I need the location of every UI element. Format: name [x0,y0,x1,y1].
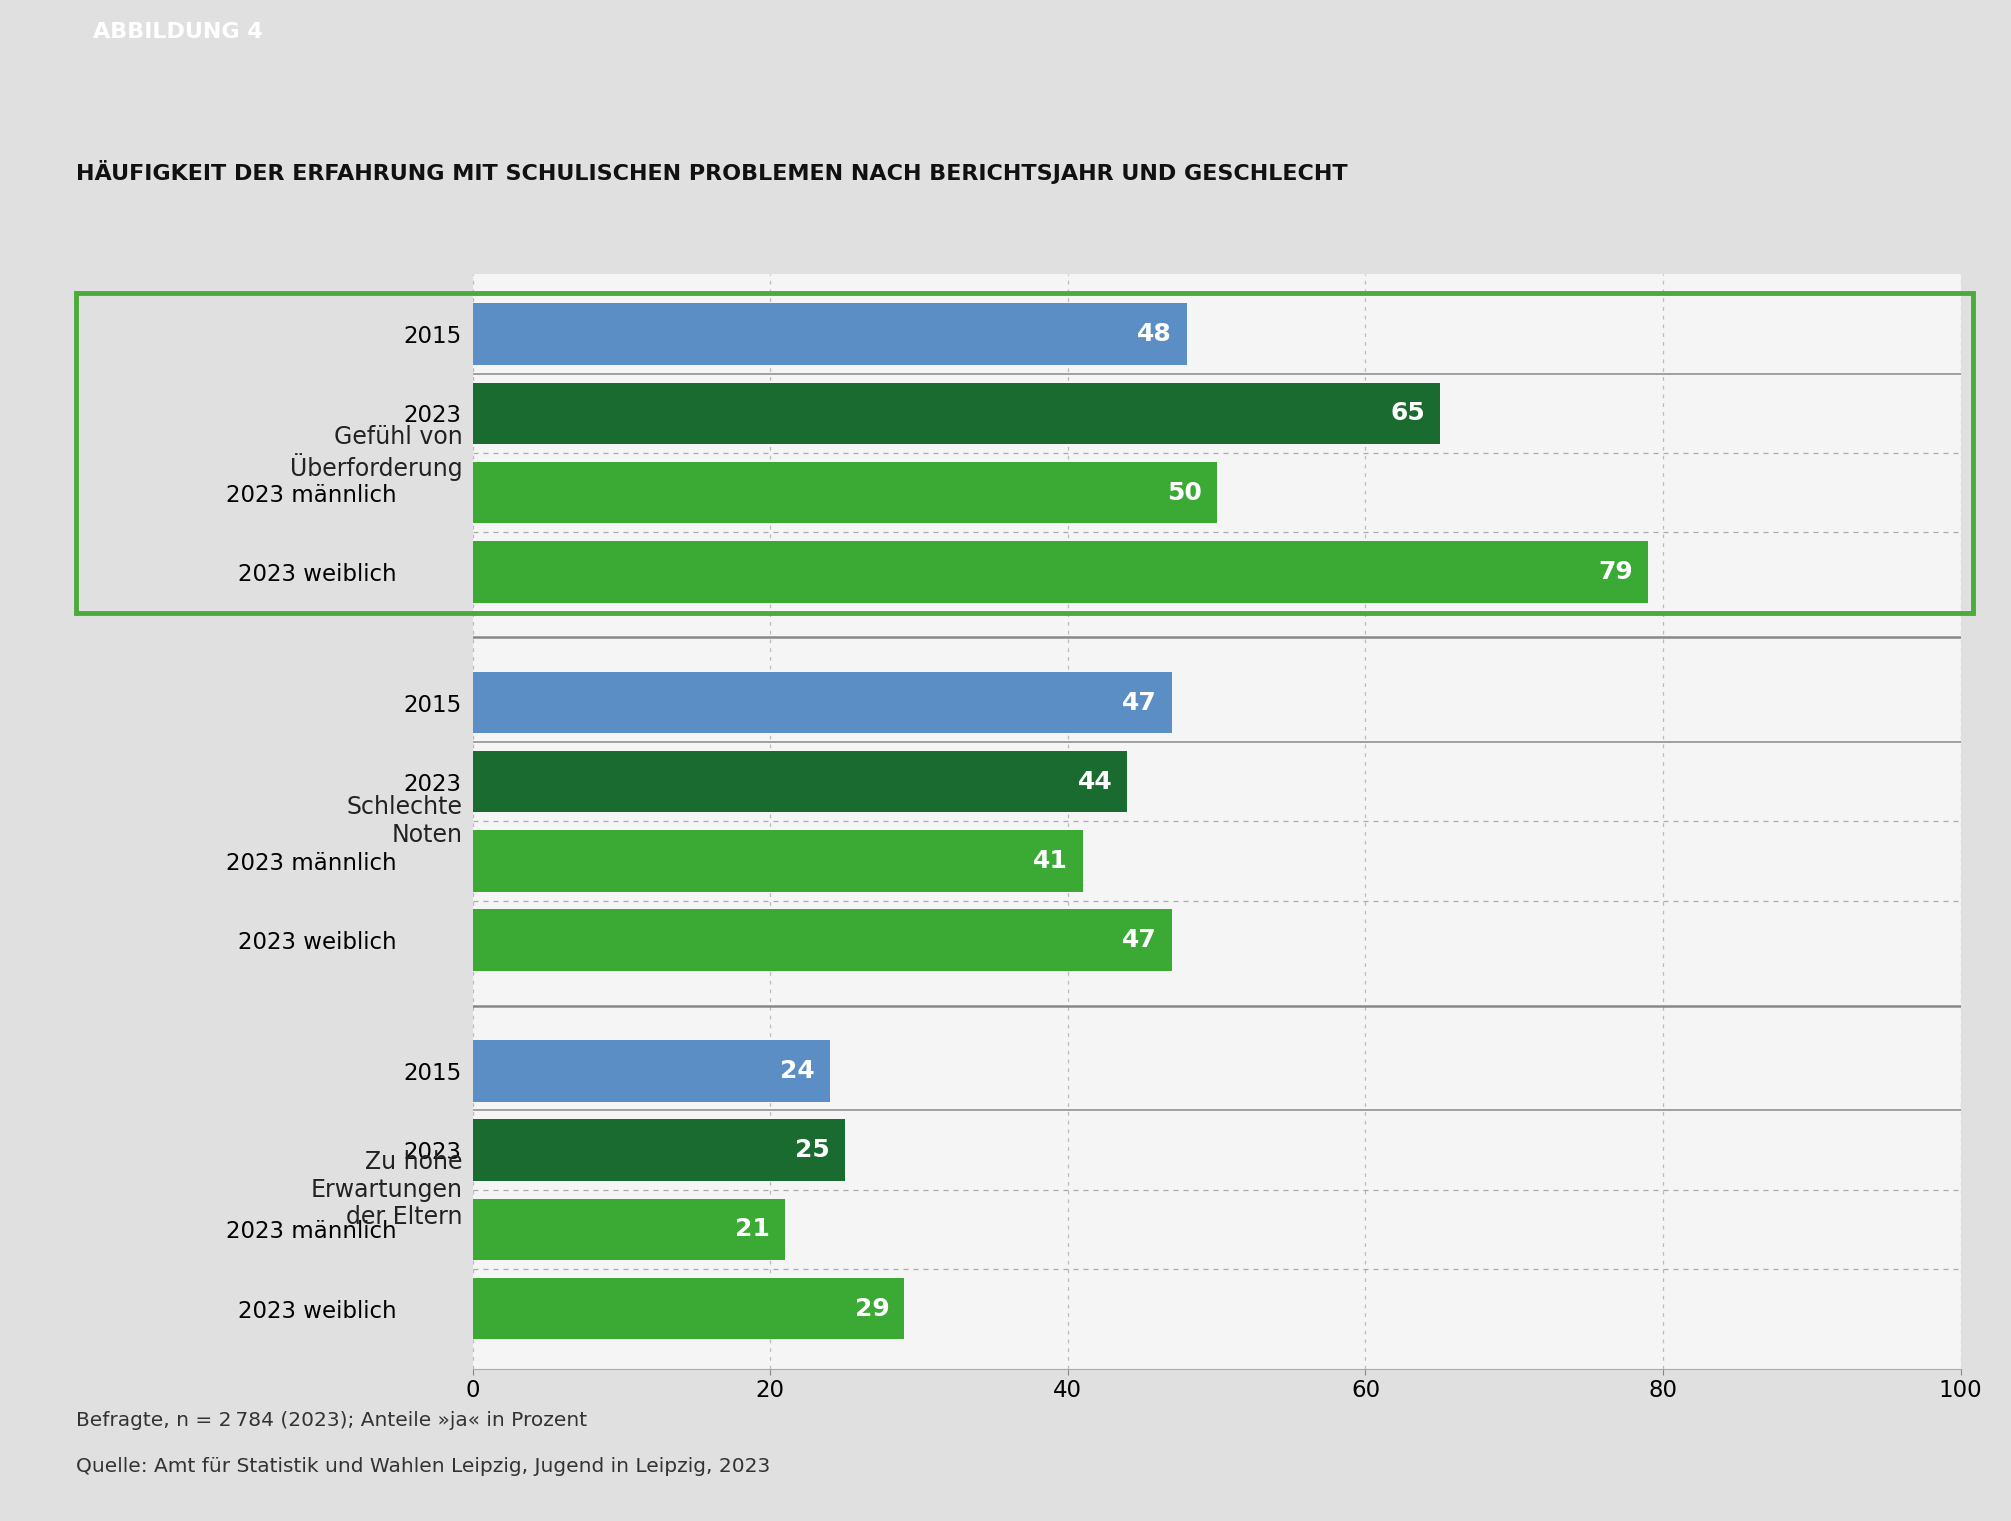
Bar [473,1278,905,1338]
Bar [473,1199,784,1259]
Text: 25: 25 [794,1138,831,1162]
Bar [473,751,1128,812]
Text: Befragte, n = 2 784 (2023); Anteile »ja« in Prozent: Befragte, n = 2 784 (2023); Anteile »ja«… [76,1411,587,1430]
Bar [473,304,1186,365]
Text: 48: 48 [1138,322,1172,347]
Text: 47: 47 [1122,928,1156,952]
Text: 79: 79 [1599,560,1633,584]
Bar [473,541,1649,602]
Text: 21: 21 [736,1217,770,1241]
Bar [473,462,1217,523]
Text: ABBILDUNG 4: ABBILDUNG 4 [93,21,261,43]
Bar [473,383,1440,444]
Text: Zu hohe
Erwartungen
der Eltern: Zu hohe Erwartungen der Eltern [310,1150,463,1229]
Text: 65: 65 [1390,402,1426,426]
Text: Gefühl von
Überforderung: Gefühl von Überforderung [290,424,463,481]
Text: 41: 41 [1034,849,1068,873]
Bar [473,830,1082,891]
Text: HÄUFIGKEIT DER ERFAHRUNG MIT SCHULISCHEN PROBLEMEN NACH BERICHTSJAHR UND GESCHLE: HÄUFIGKEIT DER ERFAHRUNG MIT SCHULISCHEN… [76,160,1347,184]
Bar [473,910,1172,970]
Text: 47: 47 [1122,691,1156,715]
Text: 50: 50 [1166,481,1203,505]
Text: Schlechte
Noten: Schlechte Noten [346,795,463,847]
Text: 24: 24 [780,1059,814,1083]
Bar [473,1040,831,1101]
Bar [473,672,1172,733]
Bar [473,1119,845,1180]
Text: 29: 29 [855,1296,889,1320]
Text: 44: 44 [1078,770,1112,794]
Text: Quelle: Amt für Statistik und Wahlen Leipzig, Jugend in Leipzig, 2023: Quelle: Amt für Statistik und Wahlen Lei… [76,1457,770,1475]
